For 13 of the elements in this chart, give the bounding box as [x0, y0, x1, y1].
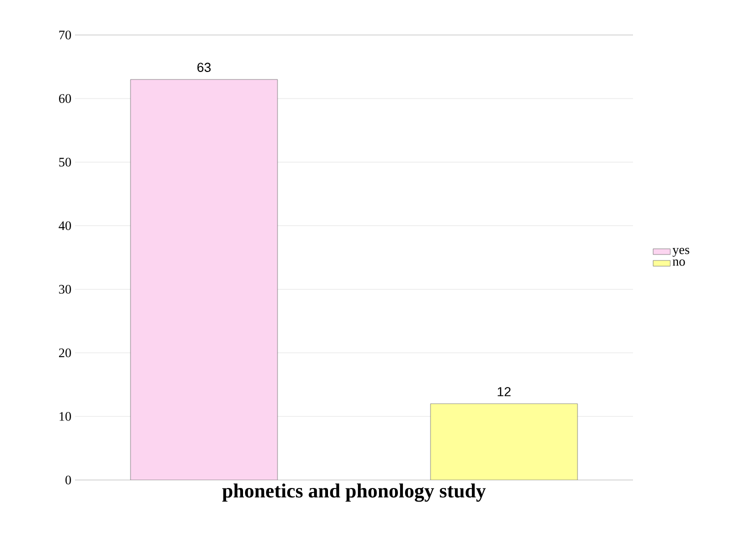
legend-label: yes	[672, 248, 690, 257]
data-label: 12	[498, 387, 511, 396]
legend-label: no	[672, 259, 685, 266]
y-tick-label: 30	[59, 284, 71, 294]
y-tick-label: 0	[65, 476, 71, 484]
y-tick-label: 20	[59, 348, 71, 358]
y-tick-label: 40	[58, 221, 71, 230]
y-tick-label: 50	[59, 158, 71, 167]
x-tick-label: phonetics and phonology study	[222, 484, 486, 502]
data-label: 63	[197, 62, 211, 72]
y-tick-label: 70	[59, 30, 71, 40]
y-tick-label: 10	[60, 412, 71, 421]
y-tick-label: 60	[59, 94, 71, 103]
